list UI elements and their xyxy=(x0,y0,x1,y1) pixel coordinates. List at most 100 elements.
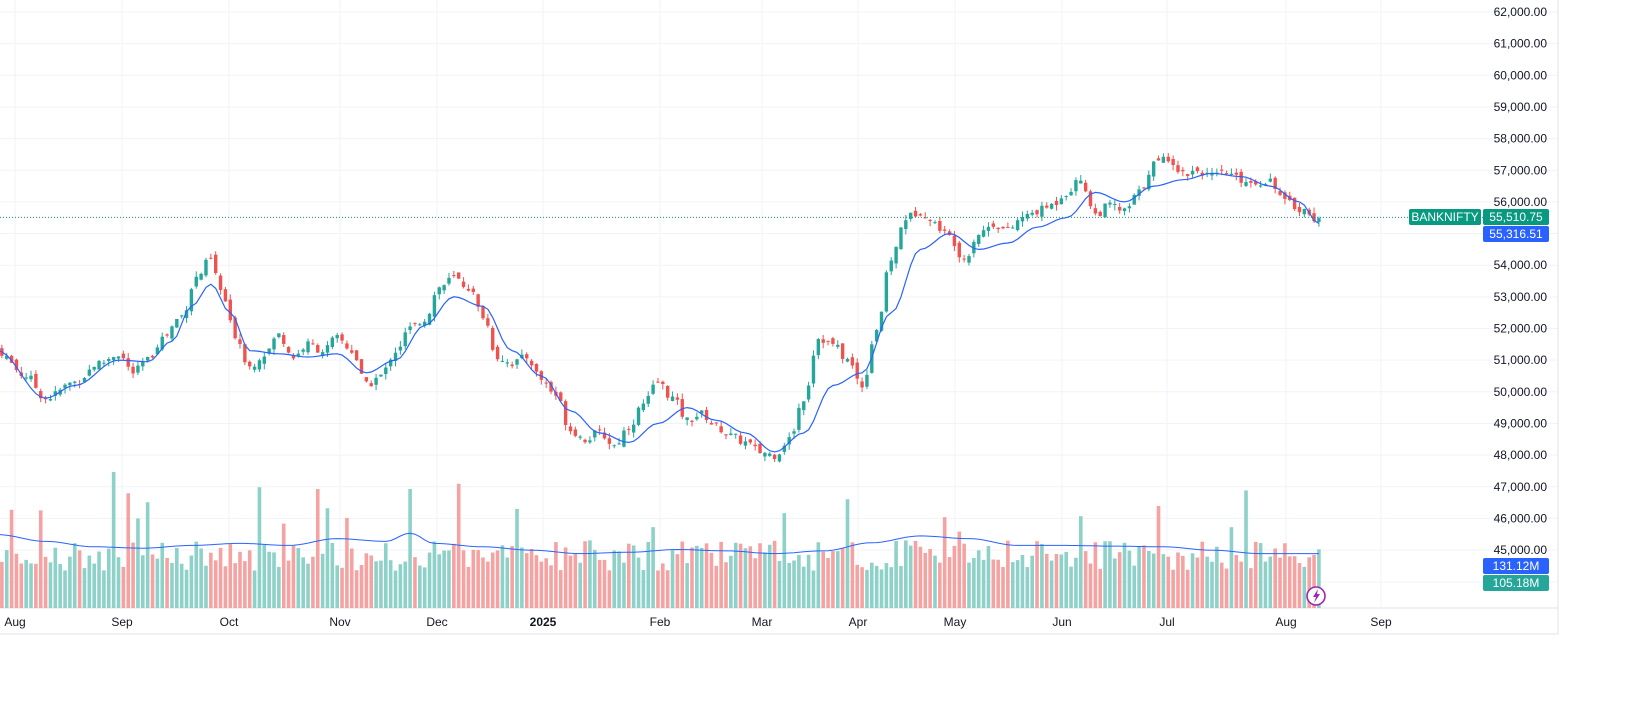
candle-body xyxy=(729,433,733,435)
candle-body xyxy=(981,230,986,237)
candle-body xyxy=(1045,205,1049,208)
y-tick-label: 47,000.00 xyxy=(1494,480,1548,494)
y-tick-label: 51,000.00 xyxy=(1494,353,1548,367)
candle-body xyxy=(1079,180,1083,184)
volume-bar xyxy=(733,542,738,608)
volume-bar xyxy=(1239,561,1243,608)
candle-body xyxy=(855,362,859,379)
candle-body xyxy=(1103,203,1107,218)
volume-bar xyxy=(369,555,374,608)
volume-value: 131.12M xyxy=(1493,559,1540,573)
volume-bar xyxy=(981,559,986,608)
candle-body xyxy=(111,357,116,360)
candle-body xyxy=(748,439,752,443)
volume-bar xyxy=(466,566,471,608)
candle-body xyxy=(1059,198,1064,205)
volume-bar xyxy=(374,561,378,608)
price-axis[interactable]: 62,000.00 61,000.00 60,000.00 59,000.00 58,0… xyxy=(1494,5,1548,557)
candle-body xyxy=(131,366,135,374)
candle-body xyxy=(427,313,432,325)
volume-bar xyxy=(24,559,28,608)
candle-body xyxy=(918,214,923,216)
volume-bar xyxy=(578,562,582,608)
volume-bar xyxy=(622,562,626,608)
volume-bar xyxy=(413,557,417,608)
candle-body xyxy=(913,210,918,217)
x-tick-label: Sep xyxy=(1370,615,1392,629)
volume-bar xyxy=(801,566,806,608)
candle-body xyxy=(34,373,38,388)
candle-body xyxy=(758,443,762,454)
candle-body xyxy=(63,384,67,389)
x-tick-label: Aug xyxy=(1275,615,1296,629)
volume-bar xyxy=(840,548,845,608)
volume-bar xyxy=(1312,554,1316,608)
volume-bar xyxy=(315,489,320,608)
volume-bar xyxy=(1215,546,1219,608)
candle-body xyxy=(899,227,903,250)
candle-body xyxy=(73,381,77,383)
y-tick-label: 50,000.00 xyxy=(1494,385,1548,399)
candle-body xyxy=(894,246,898,264)
candle-body xyxy=(923,217,927,219)
volume-bar xyxy=(238,551,242,608)
candle-body xyxy=(719,426,723,433)
x-tick-label: Apr xyxy=(849,615,868,629)
volume-bar xyxy=(1195,557,1200,608)
volume-bar xyxy=(957,531,962,608)
ma-value: 55,316.51 xyxy=(1489,227,1543,241)
y-tick-label: 53,000.00 xyxy=(1494,290,1548,304)
candle-body xyxy=(82,377,87,383)
volume-bar xyxy=(364,553,369,608)
volume-bar xyxy=(991,559,996,608)
candle-body xyxy=(821,339,825,343)
volume-bar xyxy=(923,552,928,608)
x-tick-label: Jul xyxy=(1159,615,1174,629)
volume-bar xyxy=(1283,543,1287,608)
candle-body xyxy=(1020,217,1025,222)
candle-body xyxy=(665,385,670,398)
volume-bar xyxy=(894,540,898,608)
volume-bar xyxy=(330,542,335,608)
candle-body xyxy=(656,381,660,383)
candle-body xyxy=(325,345,330,353)
candle-body xyxy=(1283,192,1287,199)
volume-bar xyxy=(136,518,140,608)
lightning-bolt-icon[interactable] xyxy=(1306,586,1326,606)
candle-body xyxy=(155,347,160,355)
volume-bar xyxy=(1064,551,1068,608)
candle-body xyxy=(743,441,748,446)
candle-body xyxy=(238,339,242,344)
candle-body xyxy=(184,310,189,318)
volume-bar xyxy=(996,559,1000,608)
volume-bar xyxy=(617,551,621,608)
time-axis[interactable]: Aug Sep Oct Nov Dec 2025 Feb Mar Apr May Jun Jul Aug… xyxy=(4,615,1392,629)
volume-bar xyxy=(204,565,208,608)
candle-body xyxy=(150,355,155,358)
volume-bar xyxy=(165,557,169,608)
volume-bar xyxy=(588,540,592,608)
candle-body xyxy=(690,420,694,422)
volume-bar xyxy=(1263,561,1268,608)
volume-bar xyxy=(1049,560,1054,608)
candle-body xyxy=(724,434,728,436)
volume-bar xyxy=(427,552,432,608)
volume-bar xyxy=(661,563,665,608)
candle-body xyxy=(734,433,738,435)
volume-bar xyxy=(835,551,840,608)
candle-body xyxy=(53,391,58,396)
volume-bar xyxy=(349,548,354,608)
volume-bar xyxy=(1166,556,1171,608)
volume-bar xyxy=(408,489,412,608)
candle-body xyxy=(5,355,9,359)
candle-body xyxy=(354,350,359,361)
volume-bar xyxy=(680,541,685,608)
volume-bar xyxy=(476,550,480,608)
candle-body xyxy=(374,377,378,385)
candle-body xyxy=(291,355,296,359)
volume-bar xyxy=(879,569,884,608)
candle-body xyxy=(48,399,53,401)
candle-body xyxy=(179,315,184,317)
